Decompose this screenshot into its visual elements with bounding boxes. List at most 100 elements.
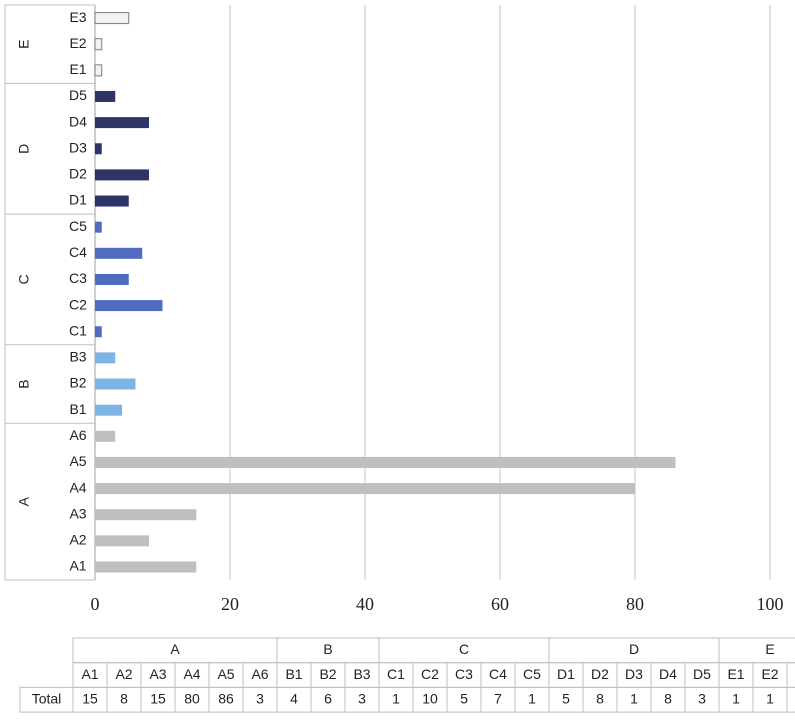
table-category: C1 <box>387 666 405 682</box>
table-value: 7 <box>494 690 502 706</box>
y-tick-label: A5 <box>69 453 86 469</box>
bar <box>95 300 163 312</box>
group-label: E <box>16 40 32 49</box>
bar <box>95 247 143 259</box>
table-category: B1 <box>285 666 302 682</box>
table-group-label: E <box>765 641 774 657</box>
table-category: D2 <box>591 666 609 682</box>
y-tick-label: B1 <box>69 401 86 417</box>
table-group-label: D <box>629 641 639 657</box>
bar <box>95 535 149 547</box>
table-category: E2 <box>761 666 778 682</box>
table-value: 1 <box>630 690 638 706</box>
table-cell <box>786 662 795 688</box>
table-value: 3 <box>698 690 706 706</box>
table-category: D1 <box>557 666 575 682</box>
group-label: A <box>16 496 32 506</box>
table-value: 8 <box>596 690 604 706</box>
table-category: C5 <box>523 666 541 682</box>
table-category: C2 <box>421 666 439 682</box>
table-cell <box>786 686 795 713</box>
y-tick-label: C1 <box>69 322 87 338</box>
y-tick-label: A2 <box>69 532 86 548</box>
table-value: 1 <box>732 690 740 706</box>
y-tick-label: C5 <box>69 218 87 234</box>
table-category: B2 <box>319 666 336 682</box>
bar <box>95 273 129 285</box>
y-tick-label: A6 <box>69 427 86 443</box>
y-tick-label: B3 <box>69 349 86 365</box>
x-tick-label: 20 <box>221 594 239 614</box>
x-tick-label: 0 <box>91 594 100 614</box>
bar <box>95 456 676 468</box>
table-value: 6 <box>324 690 332 706</box>
table-value: 5 <box>460 690 468 706</box>
table-category: A6 <box>251 666 268 682</box>
table-value: 8 <box>664 690 672 706</box>
bar <box>95 404 122 416</box>
table-category: E1 <box>727 666 744 682</box>
table-group-label: B <box>323 641 332 657</box>
table-value: 8 <box>120 690 128 706</box>
table-category: A5 <box>217 666 234 682</box>
y-tick-label: E1 <box>69 61 86 77</box>
x-tick-label: 80 <box>626 594 644 614</box>
y-tick-label: B2 <box>69 375 86 391</box>
bar <box>95 430 116 442</box>
bar <box>95 378 136 390</box>
table-value: 10 <box>422 690 438 706</box>
table-value: 3 <box>358 690 366 706</box>
bar <box>95 326 102 338</box>
y-tick-label: D4 <box>69 113 87 129</box>
bar <box>95 143 102 155</box>
bar <box>95 90 116 102</box>
bar <box>95 169 149 181</box>
table-value: 15 <box>82 690 98 706</box>
x-tick-label: 100 <box>757 594 784 614</box>
table-category: C4 <box>489 666 507 682</box>
bar <box>95 561 197 573</box>
y-tick-label: A1 <box>69 558 86 574</box>
table-category: B3 <box>353 666 370 682</box>
bar <box>95 483 635 495</box>
table-group-label: A <box>170 641 180 657</box>
bar <box>95 195 129 207</box>
y-tick-label: A3 <box>69 505 86 521</box>
table-value: 15 <box>150 690 166 706</box>
y-tick-label: A4 <box>69 479 86 495</box>
table-value: 1 <box>766 690 774 706</box>
bar <box>95 221 102 233</box>
y-tick-label: D2 <box>69 166 87 182</box>
y-tick-label: D1 <box>69 192 87 208</box>
y-tick-label: E3 <box>69 9 86 25</box>
table-group-label: C <box>459 641 469 657</box>
table-category: D5 <box>693 666 711 682</box>
y-tick-label: D3 <box>69 139 87 155</box>
table-value: 86 <box>218 690 234 706</box>
y-tick-label: C4 <box>69 244 87 260</box>
table-value: 1 <box>392 690 400 706</box>
table-group-cell <box>718 637 795 664</box>
group-label: B <box>16 379 32 388</box>
table-value: 4 <box>290 690 298 706</box>
table-value: 1 <box>528 690 536 706</box>
y-tick-label: E2 <box>69 35 86 51</box>
bar <box>95 352 116 364</box>
table-category: A1 <box>81 666 98 682</box>
table-category: C3 <box>455 666 473 682</box>
table-value: 3 <box>256 690 264 706</box>
y-tick-label: C2 <box>69 296 87 312</box>
table-category: D3 <box>625 666 643 682</box>
y-tick-label: C3 <box>69 270 87 286</box>
x-tick-label: 60 <box>491 594 509 614</box>
bar <box>95 509 197 521</box>
bar <box>94 38 103 51</box>
table-category: D4 <box>659 666 677 682</box>
table-category: A2 <box>115 666 132 682</box>
table-category: A4 <box>183 666 200 682</box>
bar <box>95 117 149 129</box>
table-category: A3 <box>149 666 166 682</box>
y-tick-label: D5 <box>69 87 87 103</box>
bar <box>94 12 130 25</box>
